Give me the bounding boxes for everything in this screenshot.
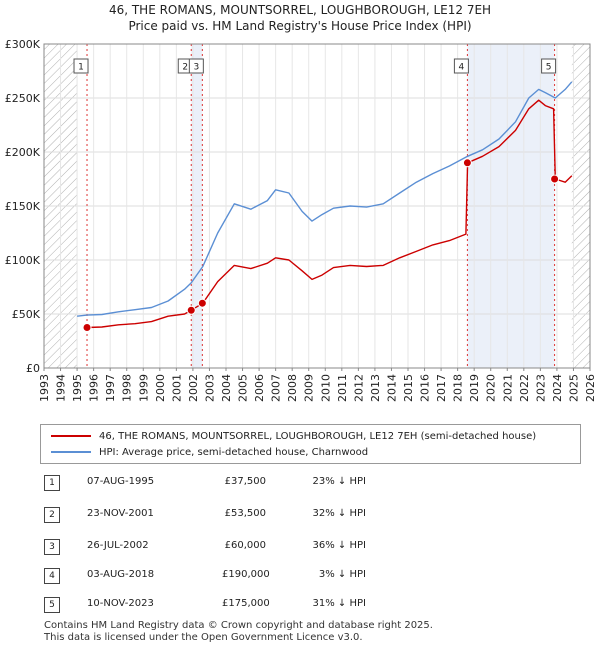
transaction-price: £53,500 — [224, 508, 266, 519]
x-tick-label: 1998 — [121, 374, 134, 402]
x-tick-label: 1993 — [38, 374, 51, 402]
transaction-price: £37,500 — [224, 476, 266, 487]
x-tick-label: 2001 — [170, 374, 183, 402]
x-tick-label: 2025 — [567, 374, 580, 402]
y-tick-label: £50K — [12, 308, 41, 321]
transaction-number: 1 — [44, 475, 60, 491]
x-tick-label: 1997 — [104, 374, 117, 402]
sale-label-box — [453, 58, 469, 74]
x-tick-label: 2003 — [203, 374, 216, 402]
x-tick-label: 2017 — [435, 374, 448, 402]
x-tick-label: 2026 — [584, 374, 597, 402]
hpi-line — [77, 81, 573, 317]
y-tick-label: £0 — [26, 362, 40, 375]
x-tick-label: 2000 — [154, 374, 167, 402]
transaction-price: £175,000 — [222, 598, 270, 609]
sale-point — [82, 323, 92, 332]
x-tick-label: 2006 — [253, 374, 266, 402]
transaction-date: 26-JUL-2002 — [87, 540, 149, 551]
y-tick-label: £250K — [5, 92, 41, 105]
x-tick-label: 2013 — [369, 374, 382, 402]
x-tick-label: 2009 — [303, 374, 316, 402]
legend-label-hpi: HPI: Average price, semi-detached house,… — [99, 446, 369, 458]
transaction-date: 10-NOV-2023 — [87, 598, 154, 609]
transaction-number: 5 — [44, 597, 60, 613]
transaction-price: £60,000 — [224, 540, 266, 551]
x-tick-label: 2010 — [319, 374, 332, 402]
x-tick-label: 2022 — [518, 374, 531, 402]
x-tick-label: 2004 — [220, 374, 233, 402]
y-tick-label: £300K — [5, 38, 41, 51]
sale-label-box — [541, 58, 557, 74]
legend-label-property: 46, THE ROMANS, MOUNTSORREL, LOUGHBOROUG… — [99, 430, 537, 442]
footer-licence: This data is licensed under the Open Gov… — [44, 632, 363, 643]
x-tick-label: 2021 — [501, 374, 514, 402]
sale-point — [186, 305, 196, 315]
x-tick-label: 2002 — [187, 374, 200, 402]
sale-label-box — [188, 58, 204, 74]
chart-title-address: 46, THE ROMANS, MOUNTSORREL, LOUGHBOROUG… — [108, 3, 492, 17]
footer-copyright: Contains HM Land Registry data © Crown c… — [44, 620, 433, 631]
sale-point — [197, 298, 207, 308]
y-tick-label: £100K — [5, 254, 41, 267]
transaction-hpi-diff: 32% ↓ HPI — [312, 508, 366, 519]
x-tick-label: 2020 — [485, 374, 498, 402]
x-tick-label: 2023 — [534, 374, 547, 402]
y-tick-label: £200K — [5, 146, 41, 159]
x-tick-label: 1995 — [71, 374, 84, 402]
y-tick-label: £150K — [5, 200, 41, 213]
property-price-line — [86, 99, 573, 329]
legend-swatch-hpi — [51, 451, 91, 453]
transaction-number: 3 — [44, 539, 60, 555]
transaction-date: 23-NOV-2001 — [87, 508, 154, 519]
x-tick-label: 2015 — [402, 374, 415, 402]
x-tick-label: 1996 — [88, 374, 101, 402]
sale-point — [462, 158, 472, 168]
x-tick-label: 2016 — [419, 374, 432, 402]
x-tick-label: 2019 — [468, 374, 481, 402]
plot-border — [43, 43, 591, 369]
x-tick-label: 1999 — [137, 374, 150, 402]
transaction-number: 4 — [44, 568, 60, 584]
x-tick-label: 2014 — [385, 374, 398, 402]
x-tick-label: 2024 — [551, 374, 564, 402]
sale-label-box — [73, 58, 89, 74]
legend-item-property: 46, THE ROMANS, MOUNTSORREL, LOUGHBOROUG… — [51, 429, 536, 443]
sale-label: 1 — [78, 63, 84, 73]
transaction-price: £190,000 — [222, 569, 270, 580]
x-tick-label: 2011 — [336, 374, 349, 402]
transaction-hpi-diff: 23% ↓ HPI — [312, 476, 366, 487]
x-tick-label: 2005 — [237, 374, 250, 402]
sale-point — [550, 174, 560, 184]
legend-swatch-property — [51, 435, 91, 437]
transaction-hpi-diff: 31% ↓ HPI — [312, 598, 366, 609]
transaction-hpi-diff: 3% ↓ HPI — [318, 569, 366, 580]
transaction-date: 07-AUG-1995 — [87, 476, 155, 487]
legend: 46, THE ROMANS, MOUNTSORREL, LOUGHBOROUG… — [40, 424, 581, 464]
sale-label: 5 — [546, 63, 552, 73]
x-tick-label: 2008 — [286, 374, 299, 402]
sale-label: 2 — [182, 63, 188, 73]
sale-label: 4 — [459, 63, 465, 73]
transaction-number: 2 — [44, 507, 60, 523]
x-tick-label: 2012 — [352, 374, 365, 402]
sale-label: 3 — [193, 63, 199, 73]
legend-item-hpi: HPI: Average price, semi-detached house,… — [51, 445, 368, 459]
x-tick-label: 1994 — [55, 374, 68, 402]
x-tick-label: 2007 — [270, 374, 283, 402]
x-tick-label: 2018 — [452, 374, 465, 402]
transaction-date: 03-AUG-2018 — [87, 569, 155, 580]
transaction-hpi-diff: 36% ↓ HPI — [312, 540, 366, 551]
chart-title: Price paid vs. HM Land Registry's House … — [128, 19, 472, 33]
